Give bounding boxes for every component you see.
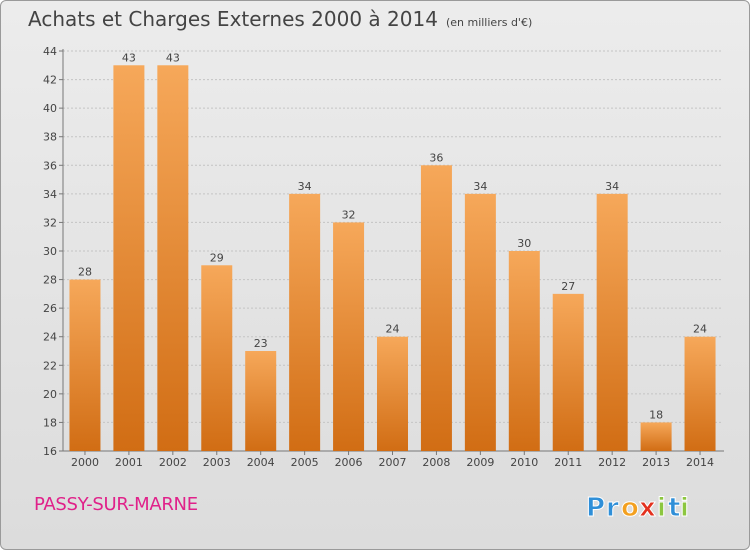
y-tick-label: 16	[43, 445, 57, 458]
bar-2006	[333, 222, 365, 451]
x-tick-label-2008: 2008	[422, 456, 450, 469]
bar-2014	[684, 336, 716, 451]
x-tick-label-2005: 2005	[291, 456, 319, 469]
y-tick-label: 22	[43, 359, 57, 372]
logo-letter: t	[668, 493, 680, 523]
bar-2007	[377, 336, 408, 451]
x-tick-label-2007: 2007	[379, 456, 407, 469]
chart-title-text: Achats et Charges Externes 2000 à 2014	[28, 7, 438, 31]
bar-2009	[464, 193, 496, 451]
value-label-2011: 27	[561, 280, 575, 293]
y-tick-label: 30	[43, 245, 57, 258]
value-label-2013: 18	[649, 408, 663, 421]
y-tick-label: 32	[43, 216, 57, 229]
bar-2000	[69, 279, 101, 451]
chart-title: Achats et Charges Externes 2000 à 2014 (e…	[28, 7, 532, 31]
x-tick-label-2006: 2006	[335, 456, 363, 469]
y-tick-label: 18	[43, 416, 57, 429]
x-tick-label-2003: 2003	[203, 456, 231, 469]
y-tick-label: 26	[43, 302, 57, 315]
logo-letter: o	[621, 493, 639, 523]
y-tick-label: 42	[43, 74, 57, 87]
y-tick-label: 38	[43, 131, 57, 144]
x-tick-label-2004: 2004	[247, 456, 275, 469]
x-tick-label-2014: 2014	[686, 456, 714, 469]
x-tick-labels: 2000 2001 2002 2003 2004 2005 2006 2007 2008 2009…	[71, 451, 714, 469]
bar-2001	[113, 65, 145, 452]
value-label-2009: 34	[473, 180, 487, 193]
value-label-2006: 32	[342, 208, 356, 221]
bar-2010	[508, 251, 540, 451]
logo-letter: i	[657, 493, 666, 523]
value-labels: 28 43 43 29 23 34 32 24 36 34 30 27 34 18 24	[78, 51, 707, 421]
y-tick-label: 28	[43, 274, 57, 287]
x-tick-label-2013: 2013	[642, 456, 670, 469]
bars	[69, 65, 716, 452]
x-tick-label-2010: 2010	[510, 456, 538, 469]
bar-2012	[596, 193, 628, 451]
logo-letter: P	[586, 493, 605, 523]
x-tick-label-2002: 2002	[159, 456, 187, 469]
y-tick-label: 34	[43, 188, 57, 201]
bar-2008	[420, 165, 452, 452]
y-tick-label: 40	[43, 102, 57, 115]
value-label-2004: 23	[254, 337, 268, 350]
x-tick-label-2001: 2001	[115, 456, 143, 469]
value-label-2010: 30	[517, 237, 531, 250]
bar-2005	[289, 193, 321, 451]
y-tick-labels: 16 18 20 22 24 26 28 30 32 34 36 38 40 42 44	[43, 45, 57, 458]
logo-letter: x	[639, 493, 656, 523]
value-label-2000: 28	[78, 266, 92, 279]
value-label-2005: 34	[298, 180, 312, 193]
x-tick-label-2009: 2009	[466, 456, 494, 469]
place-name: PASSY-SUR-MARNE	[34, 494, 198, 515]
value-label-2012: 34	[605, 180, 619, 193]
bar-2011	[552, 293, 584, 451]
value-label-2008: 36	[429, 151, 443, 164]
value-label-2002: 43	[166, 51, 180, 64]
value-label-2007: 24	[386, 323, 400, 336]
logo-letter: r	[606, 493, 619, 523]
value-label-2003: 29	[210, 251, 224, 264]
x-tick-label-2012: 2012	[598, 456, 626, 469]
bar-2003	[201, 265, 233, 451]
x-tick-label-2011: 2011	[554, 456, 582, 469]
bar-2013	[640, 422, 672, 451]
y-tick-label: 20	[43, 388, 57, 401]
bar-2002	[157, 65, 189, 452]
value-label-2001: 43	[122, 51, 136, 64]
x-tick-label-2000: 2000	[71, 456, 99, 469]
y-tick-label: 44	[43, 45, 57, 58]
chart-subtitle: (en milliers d'€)	[445, 16, 533, 29]
bar-2004	[245, 351, 277, 451]
logo-letter: i	[680, 493, 689, 523]
value-label-2014: 24	[693, 323, 707, 336]
y-tick-label: 24	[43, 331, 57, 344]
y-tick-label: 36	[43, 159, 57, 172]
